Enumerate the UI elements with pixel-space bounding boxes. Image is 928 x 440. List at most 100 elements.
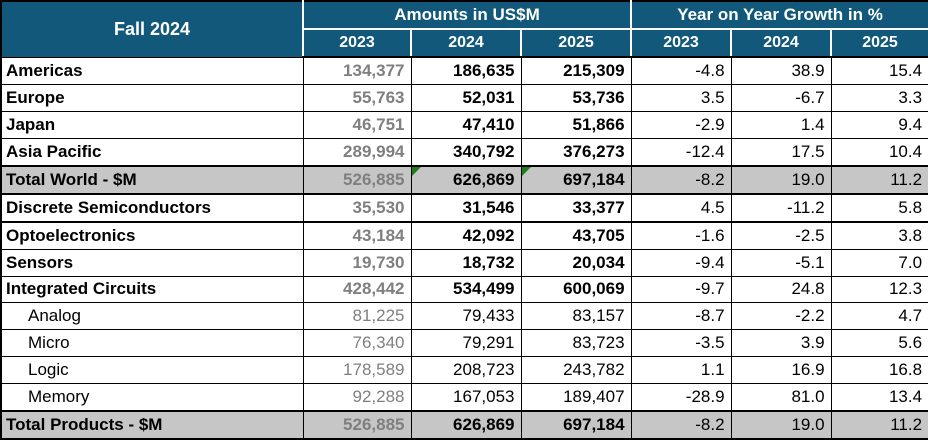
cell-value: Integrated Circuits (6, 279, 157, 299)
cell-value: 35,530 (352, 197, 405, 217)
amount-cell-2023: 526,885 (302, 409, 412, 440)
cell-value: -3.5 (695, 333, 725, 353)
growth-cell-2024: -11.2 (730, 193, 832, 223)
growth-cell-2024: -2.2 (730, 302, 832, 331)
amount-cell-2024: 186,635 (410, 56, 522, 85)
cell-value: -11.2 (787, 197, 825, 217)
table-row: Integrated Circuits 428,442 534,499 600,069… (0, 275, 928, 304)
amount-cell-2024: 626,869 (410, 164, 522, 195)
cell-value: 376,273 (563, 141, 625, 161)
cell-value: 19,730 (352, 252, 405, 272)
amount-cell-2025: 20,034 (520, 248, 632, 277)
cell-value: 53,736 (572, 87, 625, 107)
cell-value: 33,377 (572, 197, 625, 217)
cell-value: -2.5 (795, 225, 825, 245)
row-label: Optoelectronics (0, 221, 304, 250)
row-label: Analog (0, 302, 304, 331)
growth-cell-2025: 7.0 (830, 248, 928, 277)
amount-cell-2023: 178,589 (302, 356, 412, 384)
cell-value: 20,034 (572, 252, 625, 272)
amount-cell-2025: 376,273 (520, 137, 632, 167)
cell-value: 24.8 (791, 279, 825, 299)
cell-value: 3.9 (800, 333, 825, 353)
cell-value: 43,184 (352, 225, 405, 245)
amount-cell-2023: 46,751 (302, 110, 412, 139)
growth-cell-2024: 17.5 (730, 137, 832, 167)
comment-marker-icon (522, 167, 531, 176)
cell-value: 134,377 (343, 60, 405, 80)
row-label: Japan (0, 110, 304, 139)
growth-year-header-2025: 2025 (830, 29, 928, 58)
growth-cell-2024: -2.5 (730, 221, 832, 250)
cell-value: 52,031 (462, 87, 515, 107)
cell-value: 534,499 (453, 279, 515, 299)
amount-cell-2025: 697,184 (520, 164, 632, 195)
table-row: Optoelectronics 43,184 42,092 43,705 -1.6 -2.… (0, 221, 928, 250)
amount-cell-2024: 79,433 (410, 302, 522, 331)
growth-cell-2023: -1.6 (630, 221, 732, 250)
cell-value: 526,885 (343, 414, 405, 434)
cell-value: 178,589 (343, 359, 405, 379)
cell-value: 55,763 (352, 87, 405, 107)
amount-cell-2024: 626,869 (410, 409, 522, 440)
cell-value: 697,184 (563, 169, 625, 189)
row-label: Integrated Circuits (0, 275, 304, 304)
amount-cell-2025: 51,866 (520, 110, 632, 139)
row-label: Europe (0, 83, 304, 112)
row-label: Asia Pacific (0, 137, 304, 167)
growth-cell-2024: 38.9 (730, 56, 832, 85)
amount-cell-2025: 43,705 (520, 221, 632, 250)
cell-value: 15.4 (888, 60, 923, 80)
cell-value: 19.0 (791, 169, 825, 189)
growth-cell-2025: 3.8 (830, 221, 928, 250)
cell-value: Asia Pacific (6, 141, 102, 161)
row-label: Americas (0, 56, 304, 85)
growth-cell-2024: -5.1 (730, 248, 832, 277)
cell-value: 5.8 (898, 197, 923, 217)
cell-value: 31,546 (462, 197, 515, 217)
cell-value: 186,635 (453, 60, 515, 80)
cell-value: 340,792 (453, 141, 515, 161)
cell-value: 4.7 (898, 306, 923, 326)
table-row: Memory 92,288 167,053 189,407 -28.9 81.0 13.4 (0, 382, 928, 412)
amount-cell-2024: 167,053 (410, 382, 522, 412)
growth-cell-2023: -9.4 (630, 248, 732, 277)
amount-cell-2024: 31,546 (410, 193, 522, 223)
amount-cell-2023: 81,225 (302, 302, 412, 331)
cell-value: Japan (6, 114, 56, 134)
amount-cell-2023: 289,994 (302, 137, 412, 167)
cell-value: Total World - $M (6, 169, 137, 189)
cell-value: -4.8 (695, 60, 725, 80)
table-row: Asia Pacific 289,994 340,792 376,273 -12.4 17… (0, 137, 928, 167)
growth-cell-2023: -9.7 (630, 275, 732, 304)
growth-cell-2024: 16.9 (730, 356, 832, 384)
cell-value: Micro (28, 333, 70, 353)
amount-cell-2024: 18,732 (410, 248, 522, 277)
growth-cell-2023: 3.5 (630, 83, 732, 112)
amount-cell-2023: 428,442 (302, 275, 412, 304)
growth-cell-2025: 5.8 (830, 193, 928, 223)
growth-cell-2024: 3.9 (730, 329, 832, 358)
amount-cell-2024: 42,092 (410, 221, 522, 250)
cell-value: Memory (28, 386, 90, 406)
growth-cell-2023: -2.9 (630, 110, 732, 139)
cell-value: 4.5 (700, 197, 725, 217)
cell-value: -6.7 (795, 87, 825, 107)
row-label: Memory (0, 382, 304, 412)
amount-cell-2023: 134,377 (302, 56, 412, 85)
cell-value: -8.7 (695, 306, 725, 326)
cell-value: Americas (6, 60, 83, 80)
table-row: Total World - $M 526,885 626,869 697,184 -8.… (0, 164, 928, 195)
cell-value: 92,288 (352, 386, 405, 406)
cell-value: 697,184 (563, 414, 625, 434)
amount-cell-2023: 526,885 (302, 164, 412, 195)
amount-cell-2023: 43,184 (302, 221, 412, 250)
growth-cell-2025: 13.4 (830, 382, 928, 412)
amount-cell-2024: 79,291 (410, 329, 522, 358)
cell-value: 11.2 (890, 414, 923, 434)
amount-cell-2024: 208,723 (410, 356, 522, 384)
growth-cell-2023: -28.9 (630, 382, 732, 412)
amount-cell-2024: 52,031 (410, 83, 522, 112)
amount-cell-2023: 92,288 (302, 382, 412, 412)
